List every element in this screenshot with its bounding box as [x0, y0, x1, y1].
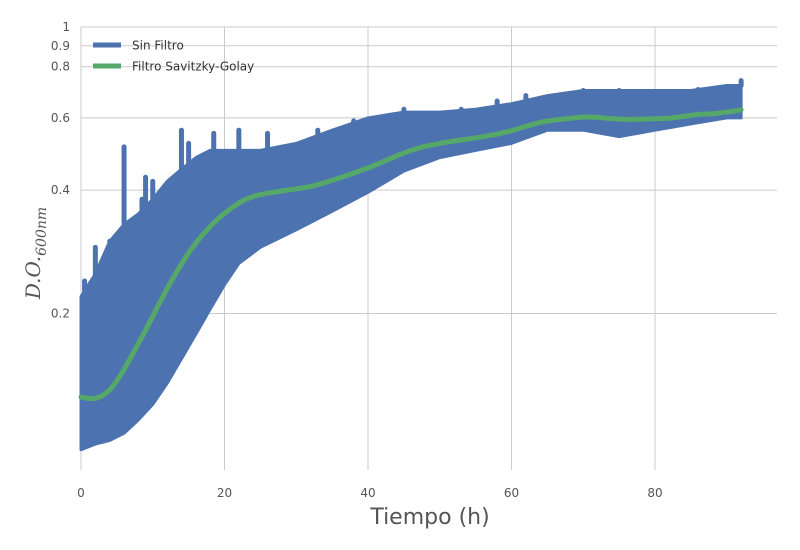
series-layer [78, 78, 744, 452]
x-tick-label: 60 [504, 486, 519, 500]
series-filtro-savitzky-golay [78, 107, 744, 401]
x-axis-label: Tiempo (h) [369, 505, 489, 530]
y-tick-labels: 0.2 0.4 0.6 0.8 0.9 1 [51, 20, 70, 320]
y-tick-label: 0.2 [51, 306, 70, 320]
y-axis-label-main: D.O. [21, 256, 45, 300]
legend-label-sin-filtro: Sin Filtro [132, 39, 184, 53]
x-tick-label: 20 [217, 486, 232, 500]
y-tick-label: 0.8 [51, 60, 70, 74]
legend: Sin Filtro Filtro Savitzky-Golay [93, 39, 254, 74]
y-tick-label: 0.4 [51, 183, 70, 197]
y-tick-label: 0.9 [51, 39, 70, 53]
y-tick-label: 1 [62, 20, 70, 34]
x-tick-label: 0 [77, 486, 85, 500]
legend-label-savitzky-golay: Filtro Savitzky-Golay [132, 60, 254, 74]
x-tick-labels: 0 20 40 60 80 [77, 486, 662, 500]
x-tick-label: 80 [647, 486, 662, 500]
series-line-filtro-savitzky-golay [78, 107, 744, 401]
y-tick-label: 0.6 [51, 111, 70, 125]
x-tick-label: 40 [360, 486, 375, 500]
y-axis-label-subscript: 600nm [34, 207, 50, 256]
y-axis-label: D.O.600nm [21, 207, 50, 300]
